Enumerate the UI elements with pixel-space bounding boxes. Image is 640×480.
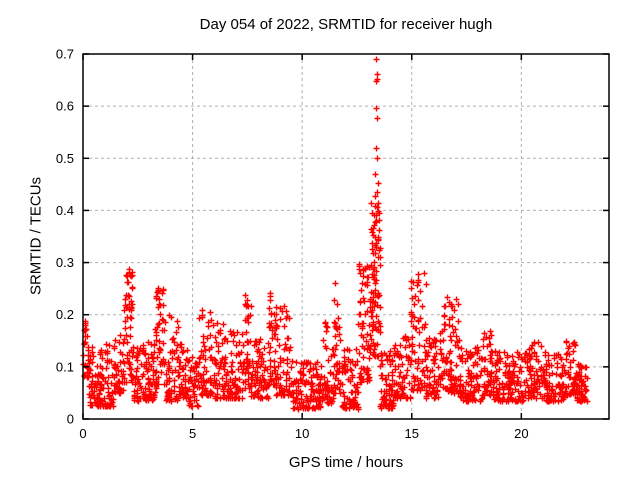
y-tick-label: 0.4 xyxy=(56,203,74,218)
y-tick-label: 0.1 xyxy=(56,359,74,374)
x-tick-label: 0 xyxy=(79,426,86,441)
x-tick-label: 10 xyxy=(295,426,309,441)
tick-marks xyxy=(82,53,609,420)
y-tick-label: 0.7 xyxy=(56,47,74,62)
x-tick-labels: 0 5 10 15 20 xyxy=(79,426,528,441)
scatter-points xyxy=(80,56,591,413)
x-tick-label: 20 xyxy=(514,426,528,441)
y-tick-label: 0.5 xyxy=(56,151,74,166)
y-tick-label: 0.2 xyxy=(56,307,74,322)
plot-border xyxy=(82,53,610,420)
y-tick-label: 0.3 xyxy=(56,255,74,270)
chart-title: Day 054 of 2022, SRMTID for receiver hug… xyxy=(199,16,493,33)
y-tick-label: 0 xyxy=(67,412,74,427)
x-axis-title: GPS time / hours xyxy=(288,454,404,471)
x-tick-label: 5 xyxy=(189,426,196,441)
x-tick-label: 15 xyxy=(405,426,419,441)
y-tick-labels: 0 0.1 0.2 0.3 0.4 0.5 0.6 0.7 xyxy=(56,47,74,427)
y-tick-label: 0.6 xyxy=(56,99,74,114)
